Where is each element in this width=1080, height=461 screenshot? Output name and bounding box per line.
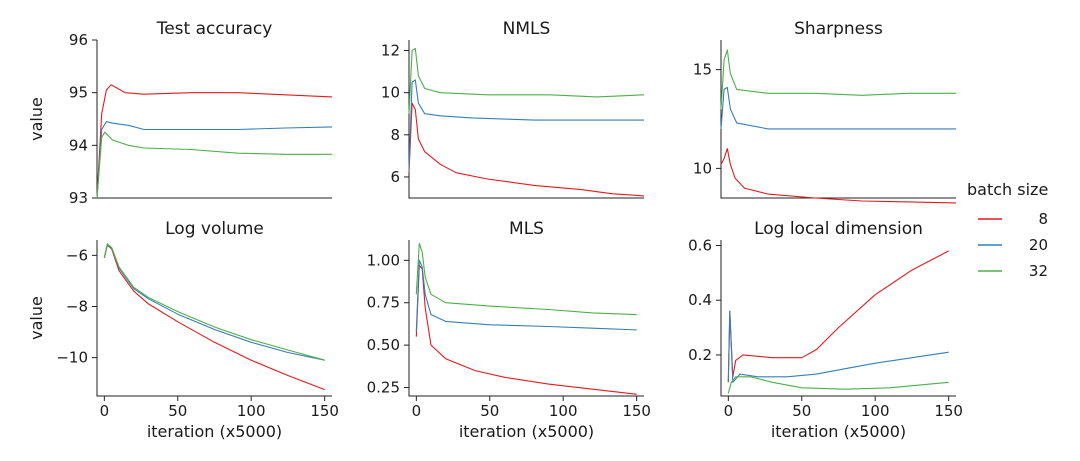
panel-test-accuracy: Test accuracy 93 94 95 96 value — [27, 19, 333, 207]
panel-log-volume-ytick-label: −8 — [66, 297, 88, 315]
panel-log-volume-series-20 — [103, 244, 325, 361]
panel-log-local-dimension-ytick-label: 0.2 — [688, 346, 712, 364]
panel-log-volume-xtick-label: 100 — [237, 402, 266, 420]
panel-mls-ytick-label: 0.75 — [367, 294, 400, 312]
panel-nmls-ytick-label: 12 — [381, 42, 400, 60]
panel-log-local-dimension-ytick-label: 0.4 — [688, 291, 712, 309]
panel-nmls-series-32 — [408, 47, 645, 114]
panel-mls: MLS 0.25 0.50 0.75 1.00 0 50 100 150 iteration (x… — [367, 219, 651, 441]
panel-test-accuracy-series-8 — [96, 84, 333, 199]
panels: Test accuracy 93 94 95 96 value NMLS 6 8 10 12 Shar… — [27, 19, 963, 441]
panel-test-accuracy-ytick-label: 96 — [69, 31, 88, 49]
panel-log-local-dimension-xtick-label: 150 — [934, 402, 963, 420]
panel-nmls-series-20 — [408, 79, 644, 171]
panel-log-volume: Log volume −10 −8 −6 0 50 100 150 value iteration… — [27, 219, 339, 441]
legend-items: 8 20 32 — [978, 210, 1048, 280]
panel-log-local-dimension-xtick-label: 100 — [861, 402, 890, 420]
panel-log-local-dimension: Log local dimension 0.2 0.4 0.6 0 50 100 150 ite… — [688, 219, 963, 441]
panel-sharpness-axes — [720, 40, 956, 199]
panel-log-local-dimension-title: Log local dimension — [754, 219, 923, 239]
panel-nmls-series-8 — [408, 102, 645, 197]
panel-sharpness-ytick-label: 15 — [693, 61, 712, 79]
panel-log-volume-xtick-label: 150 — [310, 402, 339, 420]
panel-log-volume-series-32 — [103, 243, 325, 361]
panel-nmls-ytick-label: 8 — [390, 126, 400, 144]
panel-test-accuracy-ylabel: value — [27, 97, 46, 141]
panel-mls-xtick-label: 150 — [622, 402, 651, 420]
panel-log-local-dimension-ytick-label: 0.6 — [688, 236, 712, 254]
panel-log-volume-ytick-label: −10 — [56, 349, 88, 367]
panel-log-local-dimension-xtick-label: 50 — [792, 402, 811, 420]
panel-sharpness-series-20 — [720, 86, 956, 130]
panel-nmls-axes — [408, 40, 644, 199]
panel-mls-ytick-label: 0.50 — [367, 336, 400, 354]
panel-sharpness-series-32 — [720, 49, 956, 110]
legend-label-32: 32 — [1029, 262, 1048, 280]
panel-log-volume-ytick-label: −6 — [66, 246, 88, 264]
panel-log-volume-xlabel: iteration (x5000) — [147, 422, 282, 441]
panel-mls-xtick-label: 100 — [549, 402, 578, 420]
panel-test-accuracy-ytick-label: 94 — [69, 136, 88, 154]
panel-log-volume-xtick-label: 50 — [168, 402, 187, 420]
panel-nmls-title: NMLS — [503, 19, 551, 39]
panel-log-volume-ylabel: value — [27, 296, 46, 340]
panel-test-accuracy-axes — [96, 40, 332, 199]
panel-nmls-ytick-label: 6 — [390, 168, 400, 186]
panel-log-local-dimension-xtick-label: 0 — [724, 402, 734, 420]
panel-nmls: NMLS 6 8 10 12 — [381, 19, 645, 199]
panel-sharpness-title: Sharpness — [794, 19, 883, 39]
panel-mls-series-8 — [415, 264, 637, 395]
panel-log-volume-xtick-label: 0 — [100, 402, 110, 420]
panel-mls-series-32 — [415, 242, 637, 316]
panel-log-local-dimension-series-32 — [727, 376, 949, 394]
panel-sharpness: Sharpness 10 15 — [693, 19, 957, 204]
legend-label-20: 20 — [1029, 236, 1048, 254]
panel-mls-ytick-label: 1.00 — [367, 251, 400, 269]
panel-nmls-ytick-label: 10 — [381, 84, 400, 102]
panel-log-local-dimension-axes — [720, 240, 956, 397]
panel-log-local-dimension-series-8 — [727, 250, 949, 383]
panel-mls-series-20 — [415, 259, 637, 332]
panel-test-accuracy-series-32 — [96, 131, 332, 199]
panel-mls-xtick-label: 50 — [480, 402, 499, 420]
panel-log-local-dimension-xlabel: iteration (x5000) — [771, 422, 906, 441]
legend: batch size 8 20 32 — [967, 180, 1048, 280]
panel-sharpness-ytick-label: 10 — [693, 159, 712, 177]
panel-mls-axes — [408, 240, 644, 397]
legend-title: batch size — [967, 180, 1048, 199]
panel-test-accuracy-ytick-label: 95 — [69, 84, 88, 102]
legend-label-8: 8 — [1038, 210, 1048, 228]
panel-sharpness-series-8 — [720, 148, 957, 204]
panel-test-accuracy-title: Test accuracy — [156, 19, 273, 39]
panel-mls-xtick-label: 0 — [412, 402, 422, 420]
panel-mls-xlabel: iteration (x5000) — [459, 422, 594, 441]
panel-log-volume-title: Log volume — [165, 219, 264, 239]
panel-test-accuracy-ytick-label: 93 — [69, 189, 88, 207]
panel-log-volume-series-8 — [103, 244, 325, 391]
panel-mls-title: MLS — [509, 219, 544, 239]
panel-test-accuracy-series-20 — [96, 121, 333, 199]
panel-log-volume-axes — [96, 240, 332, 397]
panel-log-local-dimension-series-20 — [727, 310, 949, 383]
panel-mls-ytick-label: 0.25 — [367, 379, 400, 397]
